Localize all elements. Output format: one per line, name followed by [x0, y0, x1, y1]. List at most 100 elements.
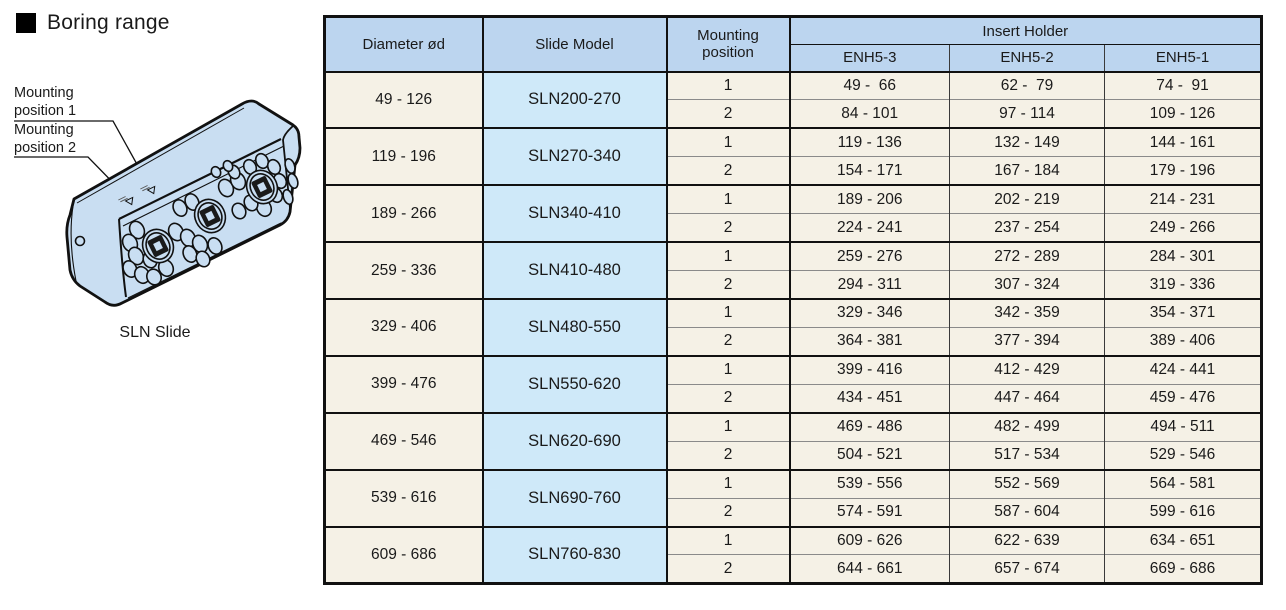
insert-holder-range-cell: 552 - 569 — [949, 468, 1105, 499]
insert-holder-range-cell: 294 - 311 — [789, 270, 950, 299]
mounting-position-cell: 2 — [666, 156, 791, 186]
mounting-position-cell: 2 — [666, 213, 791, 243]
insert-holder-range-cell: 49 - 66 — [789, 70, 950, 100]
slide-model-cell: SLN410-480 — [482, 241, 668, 299]
slide-model-cell: SLN200-270 — [482, 70, 668, 129]
table-row: 2 504 - 521 517 - 534 529 - 546 — [325, 440, 1262, 470]
insert-holder-range-cell: 494 - 511 — [1104, 411, 1262, 442]
mounting-position-cell: 1 — [666, 127, 791, 157]
insert-pocket-1 — [141, 228, 175, 264]
insert-holder-range-cell: 354 - 371 — [1104, 297, 1262, 328]
page-title: Boring range — [16, 11, 170, 35]
mounting-position-cell: 2 — [666, 99, 791, 129]
sln-slide-illustration — [14, 99, 302, 307]
table-row: 259 - 336 SLN410-480 1 259 - 276 272 - 289 28… — [324, 241, 1262, 299]
table-row: 609 - 686 SLN760-830 1 609 - 626 622 - 639 63… — [324, 525, 1262, 584]
mounting-position-cell: 1 — [666, 70, 791, 100]
insert-holder-range-cell: 167 - 184 — [949, 156, 1105, 186]
insert-holder-range-cell: 469 - 486 — [789, 411, 950, 442]
slide-model-cell: SLN620-690 — [482, 411, 668, 470]
insert-holder-range-cell: 189 - 206 — [789, 184, 950, 214]
insert-holder-range-cell: 434 - 451 — [789, 383, 950, 413]
insert-holder-range-cell: 179 - 196 — [1104, 156, 1262, 186]
insert-holder-range-cell: 84 - 101 — [789, 99, 950, 129]
mounting-position-cell: 1 — [666, 468, 791, 499]
mounting-position-cell: 1 — [666, 354, 791, 385]
col-header-enh5-3: ENH5-3 — [789, 44, 950, 73]
insert-holder-range-cell: 412 - 429 — [949, 354, 1105, 385]
mounting-position-2-marker — [118, 196, 134, 206]
mounting-position-cell: 1 — [666, 184, 791, 214]
insert-holder-range-cell: 329 - 346 — [789, 297, 950, 328]
insert-holder-range-cell: 214 - 231 — [1104, 184, 1262, 214]
table-row: 2 154 - 171 167 - 184 179 - 196 — [325, 156, 1262, 186]
diameter-cell: 469 - 546 — [324, 411, 484, 470]
insert-holder-range-cell: 669 - 686 — [1104, 554, 1262, 584]
table-row: 2 434 - 451 447 - 464 459 - 476 — [325, 383, 1262, 413]
diameter-cell: 259 - 336 — [324, 241, 484, 299]
diameter-cell: 329 - 406 — [324, 298, 484, 356]
table-row: 2 574 - 591 587 - 604 599 - 616 — [325, 497, 1262, 527]
table-row: 399 - 476 SLN550-620 1 399 - 416 412 - 429 42… — [324, 354, 1262, 413]
insert-holder-range-cell: 564 - 581 — [1104, 468, 1262, 499]
insert-holder-range-cell: 389 - 406 — [1104, 326, 1262, 356]
mounting-position-cell: 2 — [666, 554, 791, 584]
insert-holder-range-cell: 132 - 149 — [949, 127, 1105, 157]
table-row: 2 364 - 381 377 - 394 389 - 406 — [325, 326, 1262, 356]
insert-holder-range-cell: 399 - 416 — [789, 354, 950, 385]
insert-holder-range-cell: 284 - 301 — [1104, 241, 1262, 271]
insert-holder-range-cell: 504 - 521 — [789, 440, 950, 470]
table-row: 189 - 266 SLN340-410 1 189 - 206 202 - 219 21… — [324, 184, 1262, 243]
insert-pocket-3 — [245, 169, 279, 205]
mounting-position-cell: 2 — [666, 326, 791, 356]
mounting-position-cell: 1 — [666, 241, 791, 271]
insert-holder-range-cell: 364 - 381 — [789, 326, 950, 356]
table-row: 49 - 126 SLN200-270 1 49 - 66 62 - 79 74 - 91 — [324, 70, 1262, 129]
insert-holder-range-cell: 587 - 604 — [949, 497, 1105, 527]
insert-holder-range-cell: 644 - 661 — [789, 554, 950, 584]
slide-model-cell: SLN760-830 — [482, 525, 668, 584]
page-title-text: Boring range — [47, 11, 170, 34]
insert-holder-range-cell: 109 - 126 — [1104, 99, 1262, 129]
insert-holder-range-cell: 622 - 639 — [949, 525, 1105, 555]
insert-holder-range-cell: 424 - 441 — [1104, 354, 1262, 385]
insert-holder-range-cell: 342 - 359 — [949, 297, 1105, 328]
table-body: 49 - 126 SLN200-270 1 49 - 66 62 - 79 74 - 91… — [324, 70, 1262, 584]
diameter-cell: 119 - 196 — [324, 127, 484, 186]
table-row: 2 644 - 661 657 - 674 669 - 686 — [325, 554, 1262, 584]
table-row: 469 - 546 SLN620-690 1 469 - 486 482 - 499 49… — [324, 411, 1262, 470]
insert-holder-range-cell: 319 - 336 — [1104, 270, 1262, 299]
boring-range-table: Diameter ød Slide Model Mounting positio… — [323, 15, 1264, 585]
mounting-position-2-label: Mounting position 2 — [14, 122, 77, 156]
table-row: 2 224 - 241 237 - 254 249 - 266 — [325, 213, 1262, 243]
insert-holder-range-cell: 517 - 534 — [949, 440, 1105, 470]
insert-holder-range-cell: 249 - 266 — [1104, 213, 1262, 243]
insert-holder-range-cell: 62 - 79 — [949, 70, 1105, 100]
insert-holder-range-cell: 657 - 674 — [949, 554, 1105, 584]
insert-holder-range-cell: 144 - 161 — [1104, 127, 1262, 157]
insert-holder-range-cell: 97 - 114 — [949, 99, 1105, 129]
insert-holder-range-cell: 119 - 136 — [789, 127, 950, 157]
mounting-position-cell: 2 — [666, 497, 791, 527]
insert-holder-range-cell: 459 - 476 — [1104, 383, 1262, 413]
diameter-cell: 609 - 686 — [324, 525, 484, 584]
col-header-enh5-1: ENH5-1 — [1104, 44, 1262, 73]
table-row: 2 294 - 311 307 - 324 319 - 336 — [325, 270, 1262, 299]
table-row: 539 - 616 SLN690-760 1 539 - 556 552 - 569 56… — [324, 468, 1262, 527]
insert-holder-range-cell: 482 - 499 — [949, 411, 1105, 442]
insert-holder-range-cell: 224 - 241 — [789, 213, 950, 243]
diameter-cell: 49 - 126 — [324, 70, 484, 129]
table-row: 329 - 406 SLN480-550 1 329 - 346 342 - 359 35… — [324, 297, 1262, 356]
slide-model-cell: SLN550-620 — [482, 354, 668, 413]
mounting-position-1-marker — [140, 185, 156, 195]
end-cap-hole — [74, 235, 86, 247]
col-header-slide-model: Slide Model — [482, 16, 668, 73]
col-header-enh5-2: ENH5-2 — [949, 44, 1105, 73]
section-square-icon — [16, 13, 36, 33]
mounting-position-cell: 2 — [666, 270, 791, 299]
insert-holder-range-cell: 529 - 546 — [1104, 440, 1262, 470]
insert-holder-range-cell: 539 - 556 — [789, 468, 950, 499]
slide-model-cell: SLN340-410 — [482, 184, 668, 243]
insert-holder-range-cell: 447 - 464 — [949, 383, 1105, 413]
col-header-insert-holder: Insert Holder — [789, 16, 1262, 45]
